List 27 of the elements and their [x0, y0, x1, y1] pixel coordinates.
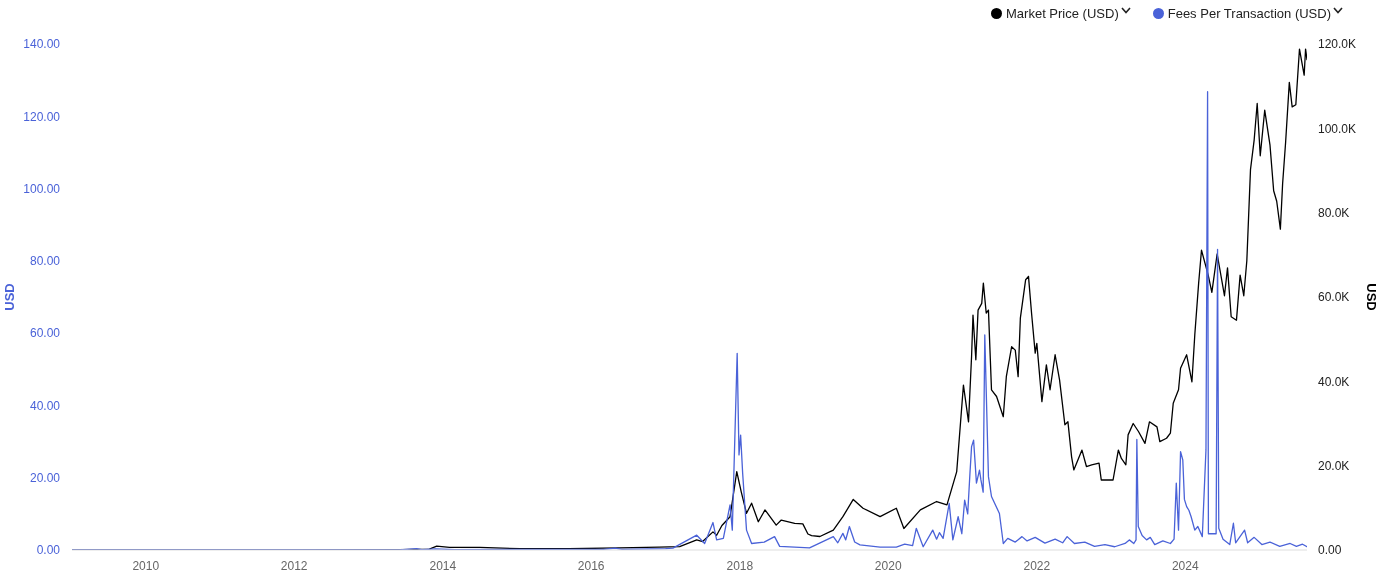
- y-tick-label: 20.00: [29, 470, 61, 485]
- y2-axis-title: USD: [1364, 283, 1380, 311]
- legend-label: Market Price (USD): [1006, 5, 1119, 21]
- y2-tick-label: 100.0K: [1318, 121, 1357, 136]
- y-tick-label: 60.00: [29, 326, 61, 341]
- y-tick-label: 0.00: [36, 543, 61, 558]
- y2-tick-label: 40.0K: [1318, 374, 1350, 389]
- legend-label: Fees Per Transaction (USD): [1167, 5, 1331, 21]
- x-tick-label: 2012: [280, 558, 308, 573]
- y2-tick-label: 60.0K: [1318, 290, 1350, 305]
- x-tick-label: 2022: [1023, 558, 1051, 573]
- y2-tick-label: 120.0K: [1318, 37, 1357, 52]
- y2-tick-label: 80.0K: [1318, 205, 1350, 220]
- y2-tick-label: 0.00: [1318, 543, 1342, 558]
- y-tick-label: 80.00: [29, 254, 61, 269]
- y-tick-label: 100.00: [23, 181, 61, 196]
- x-tick-label: 2018: [726, 558, 754, 573]
- x-tick-label: 2020: [874, 558, 902, 573]
- y-axis-title: USD: [1, 283, 17, 311]
- x-tick-label: 2024: [1171, 558, 1199, 573]
- y-tick-label: 40.00: [29, 398, 61, 413]
- y2-tick-label: 20.0K: [1318, 458, 1350, 473]
- x-tick-label: 2016: [577, 558, 605, 573]
- x-tick-label: 2010: [132, 558, 160, 573]
- y-tick-label: 120.00: [23, 109, 61, 124]
- x-tick-label: 2014: [429, 558, 457, 573]
- y-tick-label: 140.00: [23, 37, 61, 52]
